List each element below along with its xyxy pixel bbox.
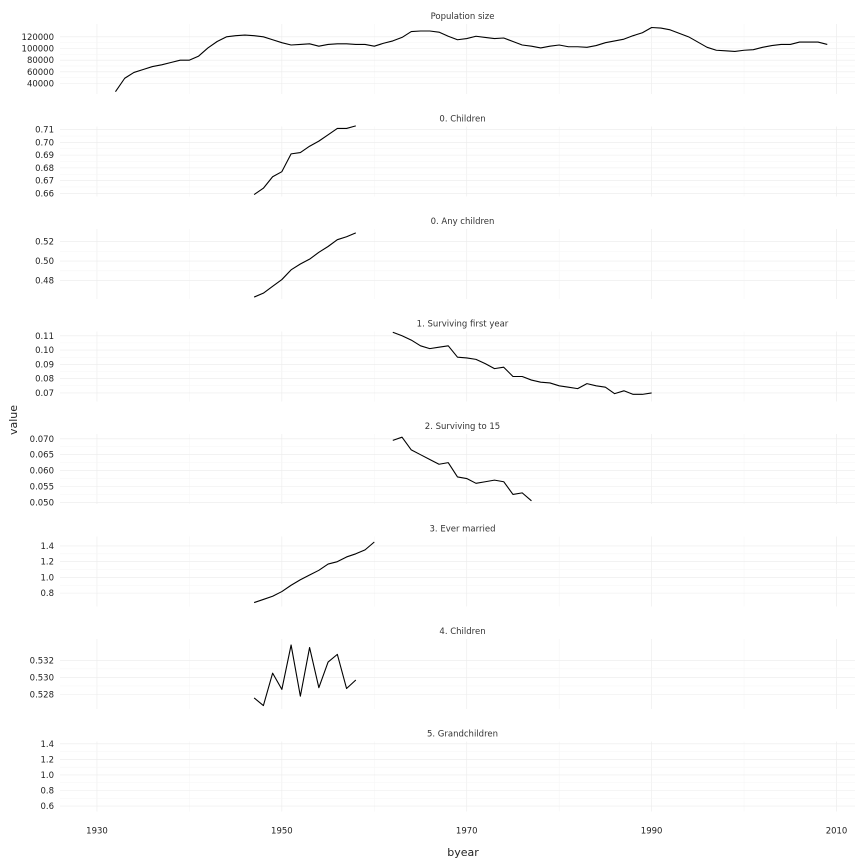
panel-4-series-line bbox=[392, 331, 652, 395]
y-axis-title: value bbox=[7, 405, 20, 435]
panel-6-title: 3. Ever married bbox=[430, 525, 496, 535]
panel-5-y-tick-label: 0.050 bbox=[30, 498, 54, 508]
panel-6-series-line bbox=[253, 541, 375, 604]
panel-1-y-tick-label: 100000 bbox=[22, 45, 54, 55]
panel-2-y-tick-label: 0.68 bbox=[35, 164, 54, 174]
panel-6-y-tick-label: 0.8 bbox=[40, 589, 54, 599]
panel-1-series-line bbox=[115, 26, 828, 92]
panel-3: 0.48 0.50 0.52 0. Any children bbox=[35, 217, 855, 299]
panel-6-y-tick-label: 1.2 bbox=[40, 558, 54, 568]
panel-2-y-tick-label: 0.66 bbox=[35, 189, 54, 199]
panel-6-y-tick-label: 1.0 bbox=[40, 573, 54, 583]
panel-7-series-line bbox=[253, 644, 357, 707]
panel-7: 0.528 0.530 0.532 4. Children bbox=[30, 627, 855, 709]
panel-3-y-tick-label: 0.48 bbox=[35, 277, 54, 287]
panel-4: 0.07 0.08 0.09 0.10 0.11 1. Surviving first y… bbox=[35, 320, 855, 402]
panel-5: 0.050 0.055 0.060 0.065 0.070 2. Surviving to… bbox=[30, 422, 855, 508]
panel-7-y-tick-label: 0.530 bbox=[30, 673, 54, 683]
x-tick-label: 1950 bbox=[271, 827, 293, 837]
panel-1-y-tick-label: 80000 bbox=[27, 56, 54, 66]
panel-1-y-tick-label: 40000 bbox=[27, 80, 54, 90]
x-tick-label: 1930 bbox=[86, 827, 108, 837]
panel-5-title: 2. Surviving to 15 bbox=[425, 422, 500, 432]
x-axis: 1930 1950 1970 1990 2010 bbox=[86, 827, 847, 837]
panel-2-y-tick-label: 0.69 bbox=[35, 151, 54, 161]
x-tick-label: 1990 bbox=[641, 827, 663, 837]
panel-5-y-tick-label: 0.055 bbox=[30, 483, 54, 493]
panel-6: 0.8 1.0 1.2 1.4 3. Ever married bbox=[40, 525, 855, 607]
panel-7-y-tick-label: 0.528 bbox=[30, 690, 54, 700]
panel-1-y-tick-label: 60000 bbox=[27, 68, 54, 78]
panel-1-title: Population size bbox=[431, 12, 495, 22]
panel-5-y-tick-label: 0.065 bbox=[30, 451, 54, 461]
panel-2-series-line bbox=[253, 125, 356, 196]
panel-4-title: 1. Surviving first year bbox=[417, 320, 509, 330]
panel-8-title: 5. Grandchildren bbox=[427, 730, 498, 740]
panel-8-y-tick-label: 0.8 bbox=[40, 787, 54, 797]
panel-8-y-tick-label: 1.2 bbox=[40, 755, 54, 765]
panel-8-y-tick-label: 0.6 bbox=[40, 802, 54, 812]
panel-5-y-tick-label: 0.060 bbox=[30, 467, 54, 477]
panel-8: 0.6 0.8 1.0 1.2 1.4 5. Grandchildren bbox=[40, 730, 855, 812]
panel-1-y-tick-label: 120000 bbox=[22, 33, 54, 43]
panel-4-y-tick-label: 0.08 bbox=[35, 375, 54, 385]
panel-8-y-tick-label: 1.4 bbox=[40, 740, 54, 750]
panel-3-y-tick-label: 0.50 bbox=[35, 257, 54, 267]
x-axis-title: byear bbox=[447, 846, 479, 859]
panel-3-title: 0. Any children bbox=[431, 217, 495, 227]
panel-2-title: 0. Children bbox=[439, 115, 485, 125]
panel-3-y-tick-label: 0.52 bbox=[35, 238, 54, 248]
x-tick-label: 2010 bbox=[826, 827, 848, 837]
panel-5-series-line bbox=[392, 436, 532, 502]
panel-4-y-tick-label: 0.07 bbox=[35, 389, 54, 399]
panel-8-y-tick-label: 1.0 bbox=[40, 771, 54, 781]
panel-2-y-tick-label: 0.67 bbox=[35, 177, 54, 187]
panel-3-series-line bbox=[253, 232, 357, 298]
panel-7-y-tick-label: 0.532 bbox=[30, 656, 54, 666]
panel-2: 0.66 0.67 0.68 0.69 0.70 0.71 0. Children bbox=[35, 115, 855, 199]
panel-4-y-tick-label: 0.11 bbox=[35, 332, 54, 342]
x-tick-label: 1970 bbox=[456, 827, 478, 837]
panel-7-title: 4. Children bbox=[439, 627, 485, 637]
panel-4-y-tick-label: 0.10 bbox=[35, 346, 54, 356]
panel-6-y-tick-label: 1.4 bbox=[40, 542, 54, 552]
panel-2-y-tick-label: 0.71 bbox=[35, 126, 54, 136]
panel-4-y-tick-label: 0.09 bbox=[35, 360, 54, 370]
panel-2-y-tick-label: 0.70 bbox=[35, 138, 54, 148]
panel-5-y-tick-label: 0.070 bbox=[30, 435, 54, 445]
